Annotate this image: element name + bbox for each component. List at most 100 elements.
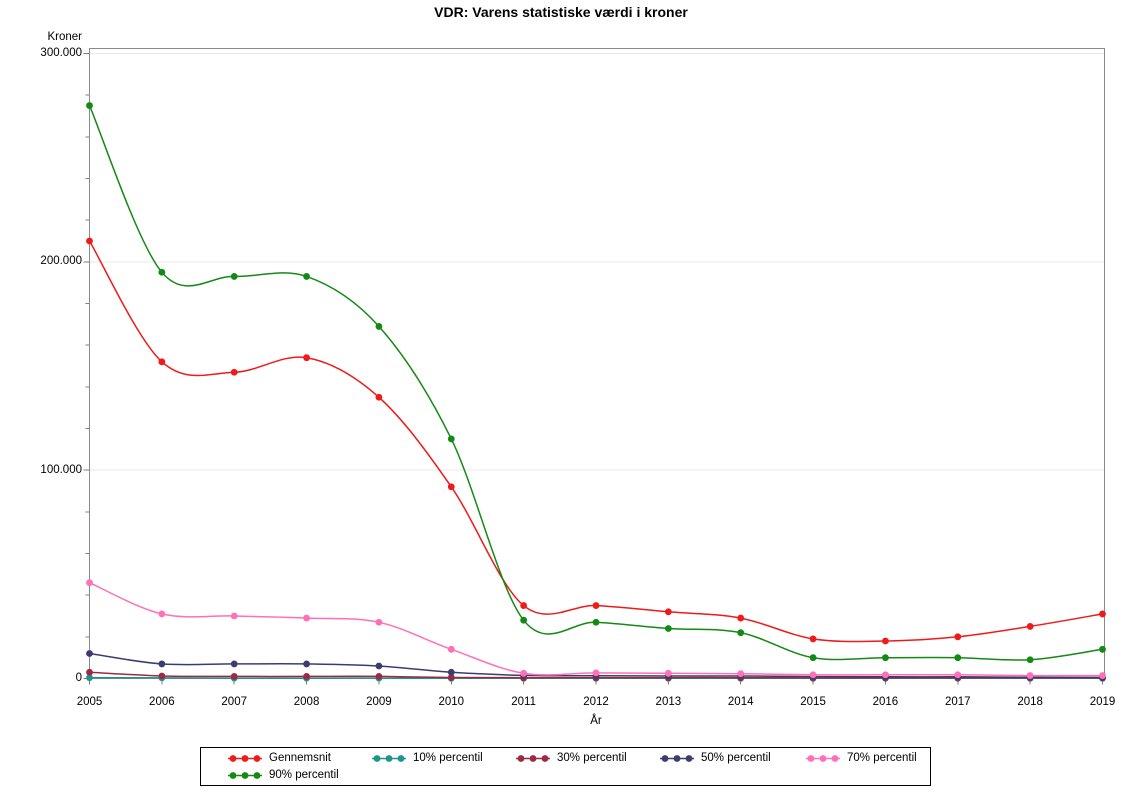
- data-point: [954, 654, 962, 662]
- legend-item: 90% percentil: [227, 768, 339, 783]
- data-point: [158, 672, 166, 680]
- x-tick-label: 2011: [511, 696, 536, 708]
- series-line: [88, 240, 1103, 643]
- x-tick-label: 2008: [293, 696, 320, 708]
- legend: Gennemsnit 10% percentil 30% percentil 50% …: [200, 747, 931, 786]
- data-point: [230, 673, 238, 680]
- data-point: [664, 625, 672, 632]
- x-tick-label: 2009: [366, 696, 392, 708]
- x-tick-label: 2017: [944, 696, 971, 708]
- data-point: [303, 660, 310, 668]
- legend-item: 30% percentil: [515, 751, 627, 766]
- data-point: [1099, 610, 1106, 618]
- axis-ticks: [83, 53, 1103, 685]
- x-axis-title: År: [590, 715, 602, 727]
- legend-item: Gennemsnit: [227, 751, 331, 766]
- x-tick-label: 2007: [221, 696, 247, 708]
- data-point: [592, 618, 600, 626]
- data-point: [230, 612, 238, 620]
- data-point: [303, 614, 310, 622]
- plot-frame: [88, 47, 1106, 680]
- legend-item: 70% percentil: [805, 751, 917, 766]
- x-tick-label: 2015: [800, 696, 826, 708]
- legend-marker-icon: [228, 755, 262, 763]
- data-point: [86, 237, 93, 245]
- data-point: [86, 668, 93, 676]
- data-point: [520, 616, 528, 624]
- data-point: [158, 660, 166, 668]
- x-tick-label: 2013: [655, 696, 682, 708]
- data-point: [447, 435, 455, 443]
- data-point: [737, 629, 745, 637]
- chart-title: VDR: Varens statistiske værdi i kroner: [434, 4, 688, 20]
- data-point: [1026, 623, 1034, 630]
- data-point: [447, 483, 455, 491]
- legend-label: 50% percentil: [701, 752, 771, 765]
- data-point: [375, 673, 383, 680]
- data-point: [1099, 672, 1106, 679]
- series-70-percentil: [86, 579, 1106, 679]
- series-line: [89, 582, 1103, 677]
- data-point: [809, 654, 817, 662]
- y-tick-label: 300.000: [40, 47, 82, 59]
- legend-marker-icon: [372, 755, 406, 763]
- legend-marker-icon: [228, 772, 262, 780]
- data-point: [86, 650, 93, 657]
- series: [86, 102, 1106, 682]
- data-point: [1026, 656, 1034, 664]
- data-point: [592, 602, 600, 609]
- y-tick-label: 100.000: [40, 463, 82, 476]
- data-point: [882, 637, 889, 645]
- data-point: [375, 662, 383, 670]
- data-point: [1099, 645, 1106, 653]
- data-point: [158, 358, 166, 366]
- data-point: [447, 645, 455, 653]
- legend-item: 10% percentil: [371, 751, 483, 766]
- data-point: [86, 102, 93, 109]
- data-point: [86, 579, 93, 587]
- data-point: [882, 654, 889, 662]
- x-tick-label: 2012: [583, 696, 609, 708]
- legend-label: 70% percentil: [847, 752, 917, 765]
- x-tick-label: 2006: [149, 696, 175, 708]
- data-point: [954, 671, 962, 679]
- gridlines: [90, 53, 1105, 471]
- data-point: [375, 618, 383, 626]
- data-point: [520, 602, 528, 609]
- y-axis-title: Kroner: [47, 31, 82, 43]
- series-gennemsnit: [86, 237, 1106, 645]
- data-point: [954, 633, 962, 641]
- data-point: [664, 608, 672, 616]
- y-tick-label: 200.000: [40, 255, 82, 268]
- data-point: [86, 674, 93, 682]
- legend-marker-icon: [806, 755, 840, 763]
- data-point: [158, 268, 166, 276]
- legend-marker-icon: [516, 755, 550, 763]
- legend-label: Gennemsnit: [269, 752, 332, 765]
- data-point: [882, 671, 889, 679]
- legend-marker-icon: [660, 755, 694, 763]
- data-point: [447, 674, 455, 681]
- data-point: [375, 393, 383, 401]
- data-point: [230, 273, 238, 280]
- series-90-percentil: [86, 102, 1106, 664]
- x-tick-label: 2014: [727, 696, 754, 708]
- data-point: [447, 668, 455, 676]
- x-tick-label: 2010: [438, 696, 465, 708]
- data-point: [737, 614, 745, 622]
- x-tick-label: 2016: [872, 696, 899, 708]
- legend-label: 90% percentil: [269, 769, 339, 782]
- y-tick-label: 0: [75, 672, 82, 684]
- legend-item: 50% percentil: [659, 751, 771, 766]
- data-point: [1026, 672, 1034, 679]
- data-point: [809, 671, 817, 679]
- data-point: [230, 660, 238, 668]
- x-tick-label: 2019: [1089, 696, 1116, 708]
- data-point: [158, 610, 166, 618]
- data-point: [303, 273, 310, 280]
- data-point: [737, 670, 745, 678]
- data-point: [230, 368, 238, 376]
- x-tick-label: 2005: [76, 696, 103, 708]
- x-tick-label: 2018: [1017, 696, 1043, 708]
